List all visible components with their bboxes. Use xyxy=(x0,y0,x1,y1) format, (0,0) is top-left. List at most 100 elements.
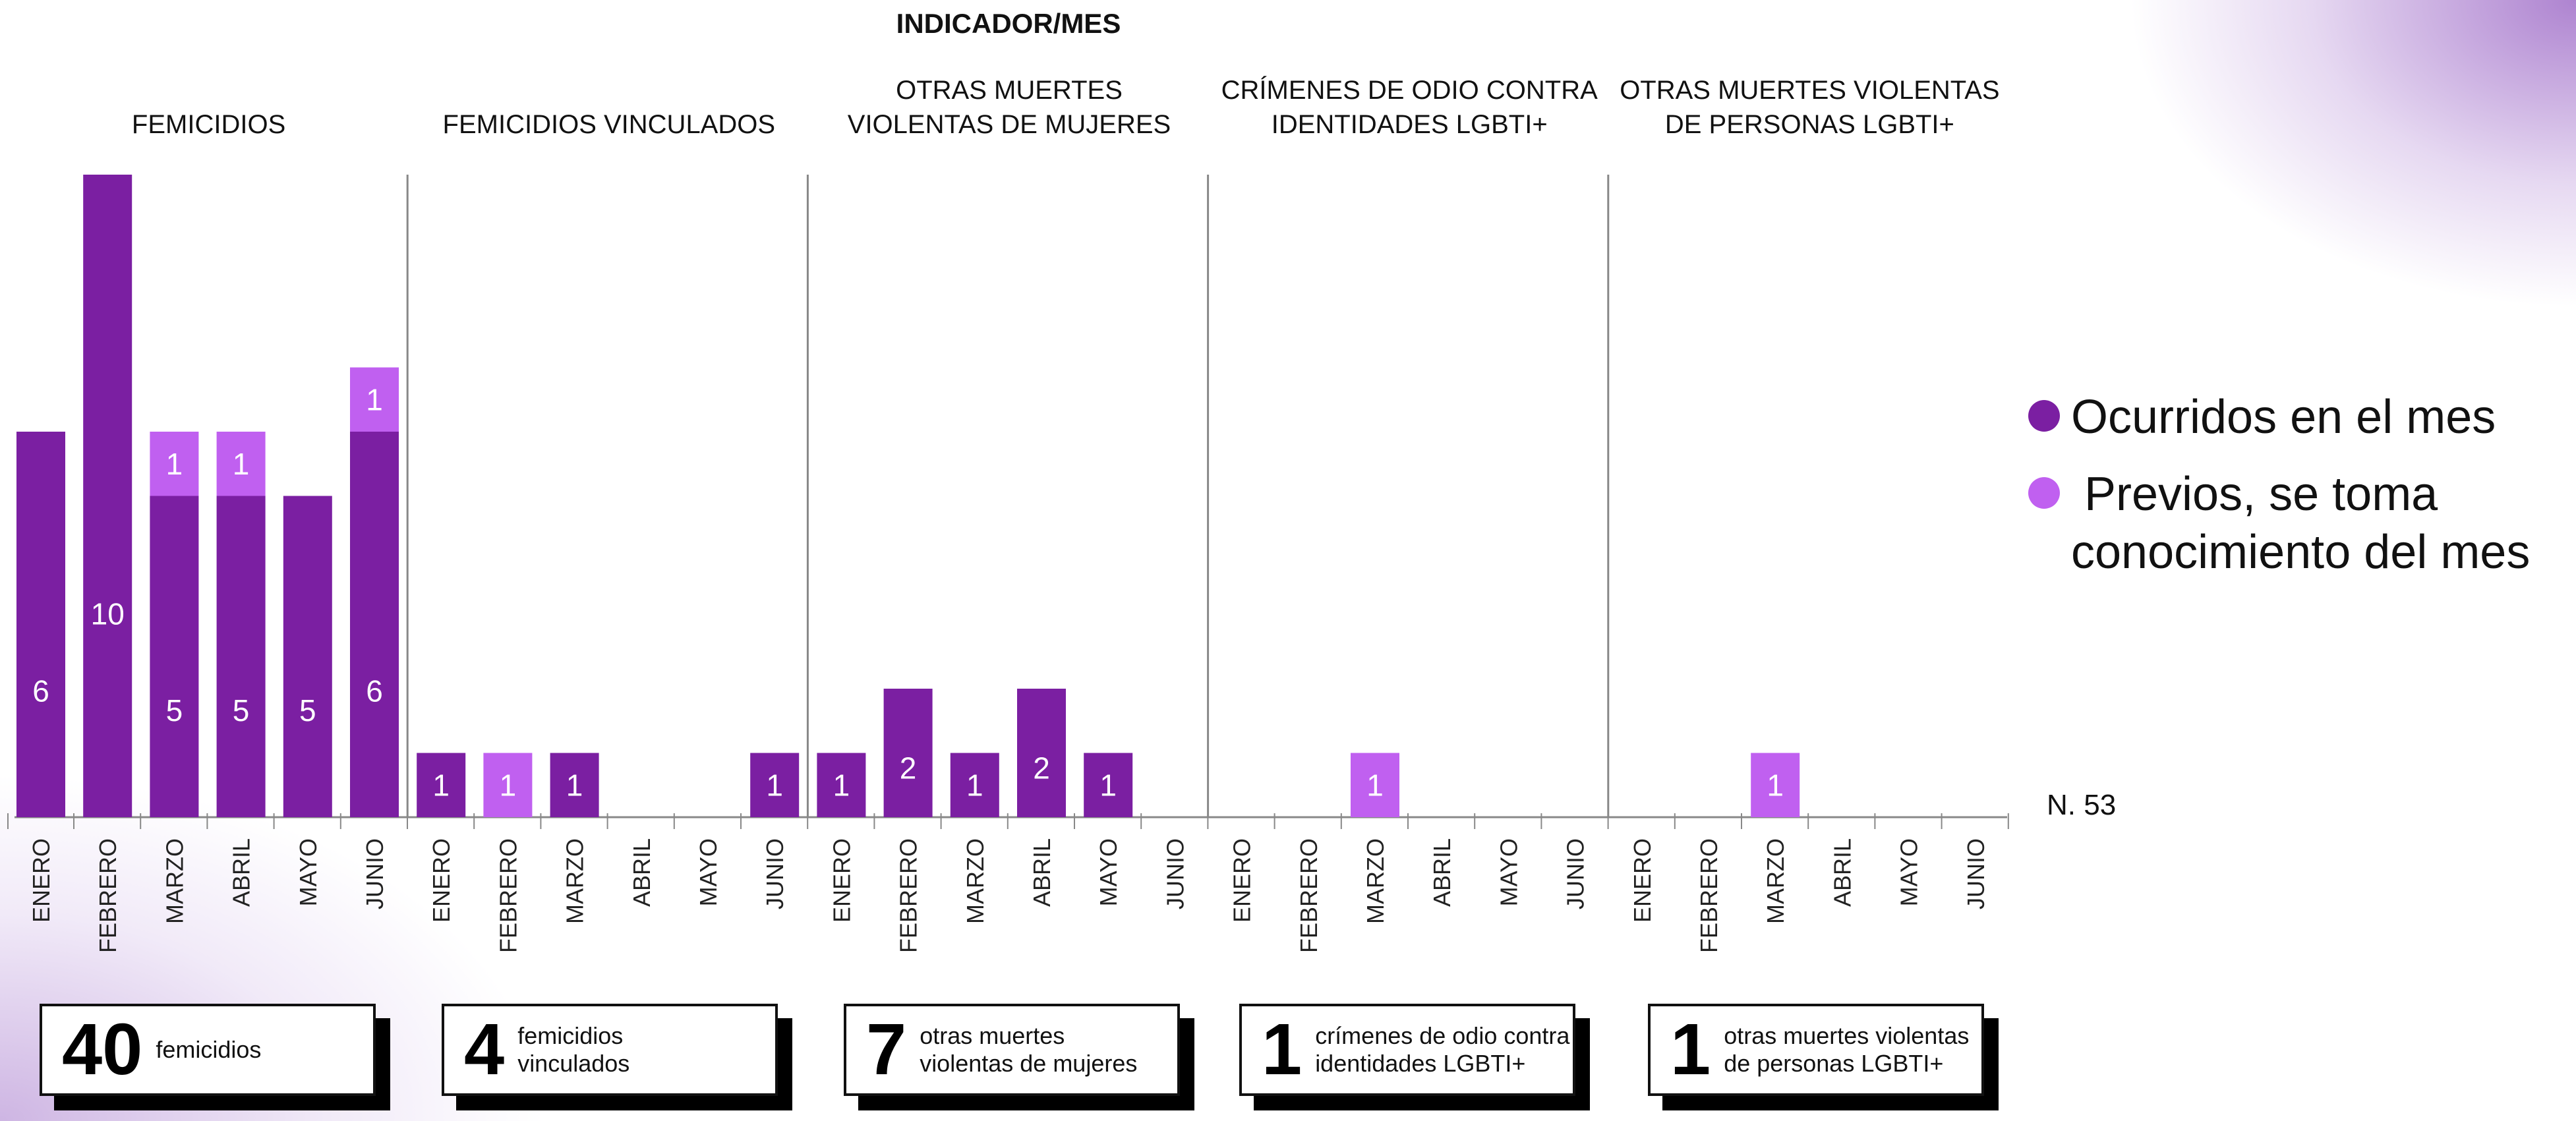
total-description: otras muertes violentas de mujeres xyxy=(920,1022,1137,1078)
month-label: FEBRERO xyxy=(94,838,121,953)
month-label: ABRIL xyxy=(1428,838,1455,907)
month-label: ENERO xyxy=(1229,838,1256,923)
total-description-line: vinculados xyxy=(517,1050,630,1077)
panel-title: FEMICIDIOS VINCULADOS xyxy=(443,110,776,139)
total-description-line: otras muertes violentas xyxy=(1724,1021,1970,1049)
bar-value-label: 1 xyxy=(233,447,250,481)
month-label: ENERO xyxy=(1629,838,1656,923)
bar-previos xyxy=(483,753,533,817)
month-label: FEBRERO xyxy=(494,838,521,953)
month-label: MARZO xyxy=(962,838,989,924)
month-label: ABRIL xyxy=(1829,838,1856,907)
total-card: 7 otras muertes violentas de mujeres xyxy=(844,1004,1180,1096)
total-description: crímenes de odio contra identidades LGBTI… xyxy=(1315,1022,1569,1078)
month-label: MAYO xyxy=(695,838,722,906)
total-description-line: crímenes de odio contra xyxy=(1315,1021,1570,1049)
month-label: ABRIL xyxy=(628,838,655,907)
legend-label: conocimiento del mes xyxy=(2071,526,2530,579)
month-label: FEBRERO xyxy=(1295,838,1322,953)
legend-label: Ocurridos en el mes xyxy=(2071,391,2496,444)
bar-ocurridos xyxy=(750,753,800,817)
total-value: 1 xyxy=(1670,1009,1711,1090)
panel-title: FEMICIDIOS xyxy=(132,110,285,139)
month-label: JUNIO xyxy=(1562,838,1589,909)
bar-value-label: 10 xyxy=(91,597,125,631)
total-description-line: de personas LGBTI+ xyxy=(1724,1050,1944,1077)
panel-4: CRÍMENES DE ODIO CONTRA IDENTIDADES LGBTI… xyxy=(1207,75,1609,953)
month-label: MAYO xyxy=(1495,838,1522,906)
bar-value-label: 1 xyxy=(1767,768,1784,802)
month-label: FEBRERO xyxy=(1695,838,1722,953)
panel-2: FEMICIDIOS VINCULADOS 1 ENERO 1 FEBRERO 1 MARZ… xyxy=(406,110,809,953)
total-description-line: femicidios xyxy=(156,1035,262,1063)
total-card: 1 crímenes de odio contra identidades LGBT… xyxy=(1239,1004,1575,1096)
bar-value-label: 1 xyxy=(566,768,583,802)
panel-3: OTRAS MUERTES VIOLENTAS DE MUJERES 1 ENERO 2… xyxy=(806,76,1209,953)
bar-ocurridos xyxy=(1084,753,1133,817)
panel-5: OTRAS MUERTES VIOLENTAS DE PERSONAS LGBTI… xyxy=(1607,76,2009,953)
total-description-line: otras muertes xyxy=(920,1021,1065,1049)
bar-value-label: 1 xyxy=(833,768,850,802)
bar-value-label: 1 xyxy=(500,768,517,802)
month-label: MAYO xyxy=(1896,838,1923,906)
bar-ocurridos xyxy=(16,432,65,817)
chart-title: INDICADOR/MES xyxy=(896,8,1121,39)
bar-ocurridos xyxy=(550,753,599,817)
panel-1: FEMICIDIOS 6 ENERO 10 FEBRERO 5 1 MARZO 5 1 ABRIL 5… xyxy=(7,110,408,953)
total-value: 7 xyxy=(866,1009,907,1090)
bar-ocurridos xyxy=(83,175,132,817)
panel-title: VIOLENTAS DE MUJERES xyxy=(848,110,1171,139)
legend-swatch-icon xyxy=(2028,400,2060,432)
bar-value-label: 1 xyxy=(432,768,450,802)
month-label: JUNIO xyxy=(361,838,388,909)
bar-ocurridos xyxy=(283,496,332,817)
total-description-line: femicidios xyxy=(517,1021,624,1049)
bar-ocurridos xyxy=(950,753,999,817)
bar-ocurridos xyxy=(1017,689,1066,817)
total-card: 4 femicidios vinculados xyxy=(442,1004,778,1096)
bar-value-label: 2 xyxy=(900,751,917,786)
legend-item-1: Ocurridos en el mes xyxy=(2028,391,2496,444)
legend-swatch-icon xyxy=(2028,477,2060,509)
panel-title: OTRAS MUERTES VIOLENTAS xyxy=(1620,76,1999,105)
bar-previos xyxy=(216,432,266,496)
bar-value-label: 1 xyxy=(766,768,783,802)
total-value: 4 xyxy=(464,1009,505,1090)
month-label: ABRIL xyxy=(228,838,255,907)
month-label: ABRIL xyxy=(1028,838,1055,907)
bar-ocurridos xyxy=(417,753,466,817)
month-label: JUNIO xyxy=(1962,838,1989,909)
total-description: femicidios vinculados xyxy=(517,1022,629,1078)
legend-label: Previos, se toma xyxy=(2071,468,2438,521)
bar-previos xyxy=(1351,753,1399,817)
bar-ocurridos xyxy=(216,496,266,817)
total-description-line: violentas de mujeres xyxy=(920,1050,1138,1077)
month-label: ENERO xyxy=(828,838,855,923)
month-label: FEBRERO xyxy=(895,838,922,953)
month-label: MARZO xyxy=(1362,838,1389,924)
bar-ocurridos xyxy=(883,689,933,817)
month-label: MARZO xyxy=(1762,838,1789,924)
total-value: 40 xyxy=(62,1009,143,1090)
panel-title: CRÍMENES DE ODIO CONTRA xyxy=(1221,75,1598,105)
bar-previos xyxy=(1751,753,1800,817)
bar-value-label: 6 xyxy=(366,674,383,708)
bar-value-label: 5 xyxy=(233,693,250,728)
bar-value-label: 1 xyxy=(966,768,983,802)
bar-previos xyxy=(350,367,399,432)
month-label: ENERO xyxy=(428,838,455,923)
panel-title: IDENTIDADES LGBTI+ xyxy=(1272,110,1548,139)
total-card: 1 otras muertes violentas de personas LGBT… xyxy=(1648,1004,1984,1096)
bar-ocurridos xyxy=(150,496,199,817)
bar-ocurridos xyxy=(350,432,399,817)
month-label: MARZO xyxy=(161,838,188,924)
total-card: 40 femicidios xyxy=(40,1004,376,1096)
month-label: JUNIO xyxy=(761,838,788,909)
bar-value-label: 1 xyxy=(1099,768,1117,802)
month-label: ENERO xyxy=(28,838,55,923)
bar-value-label: 1 xyxy=(366,382,383,417)
bar-value-label: 1 xyxy=(166,447,183,481)
